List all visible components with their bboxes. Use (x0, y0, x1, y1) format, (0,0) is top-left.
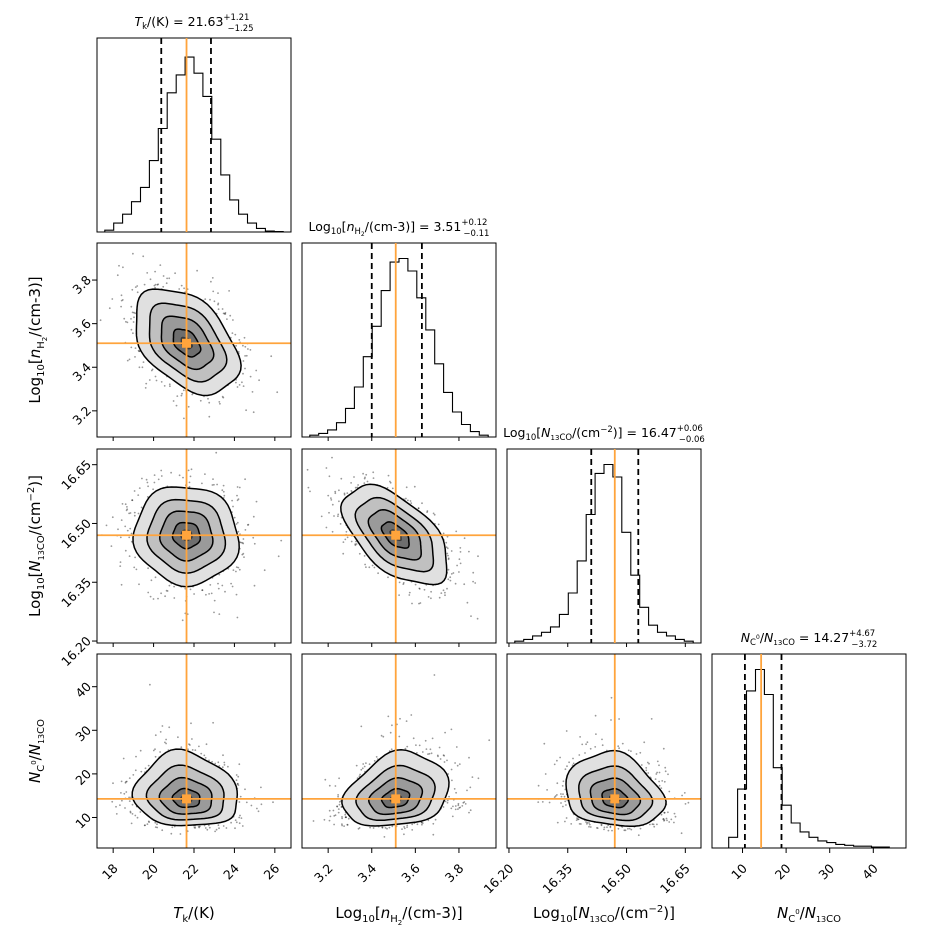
panel-title-n13co: Log10[N13CO/(cm−2)] = 16.47+0.06 −0.06 (503, 424, 705, 445)
y-tick-label: 20 (72, 766, 94, 788)
y-tick-label: 3.8 (69, 272, 94, 297)
histogram-tk (104, 56, 284, 233)
hist-panel-n13co (506, 448, 702, 644)
x-tick-label: 16.65 (657, 861, 693, 897)
hist-panel-nh2 (301, 242, 497, 438)
truth-marker (610, 794, 620, 804)
truth-marker (182, 338, 192, 348)
scatter-panel-ratio-vs-tk (96, 653, 292, 849)
y-tick-label: 16.50 (58, 516, 94, 552)
axis-titles: Tk/(K) Log10[nH2/(cm-3)] Log10[N13CO/(cm−2… (26, 276, 841, 927)
x-tick-label: 20 (772, 861, 794, 883)
panel-frame (96, 37, 292, 233)
panel-frame (301, 448, 497, 644)
x-tick-label: 3.8 (442, 861, 467, 886)
y-axis-ratio: 10 20 30 40 (72, 679, 97, 832)
x-tick-label: 3.6 (398, 861, 423, 886)
y-axis-nh2: 3.2 3.4 3.6 3.8 (69, 272, 97, 428)
x-axis-ratio: 10 20 30 40 (728, 848, 881, 882)
panel-titles: Tk/(K) = 21.63+1.21 −1.25 Log10[nH2/(cm-3)… (134, 13, 877, 650)
truth-marker (391, 794, 401, 804)
scatter-panel-n13co-vs-tk (96, 448, 292, 644)
x-tick-label: 30 (815, 861, 837, 883)
y-axis-title-ratio: NC0/N13CO (26, 719, 47, 783)
histogram-nh2 (309, 257, 489, 437)
panel-title-tk: Tk/(K) = 21.63+1.21 −1.25 (134, 13, 253, 34)
x-tick-label: 3.4 (355, 861, 380, 886)
y-tick-label: 16.20 (58, 633, 94, 669)
panel-title-ratio: NC0/N13CO = 14.27+4.67 −3.72 (741, 629, 878, 650)
y-tick-label: 3.2 (69, 403, 94, 428)
truth-marker (182, 794, 192, 804)
panel-frame (506, 653, 702, 849)
scatter-panel-ratio-vs-nh2 (301, 653, 497, 849)
x-axis-title-n13co: Log10[N13CO/(cm−2)] (533, 904, 675, 925)
scatter-panel-nh2-vs-tk (96, 242, 292, 438)
x-tick-label: 22 (180, 861, 202, 883)
y-tick-label: 3.6 (69, 316, 94, 341)
x-axis-n13co: 16.20 16.35 16.50 16.65 (481, 848, 693, 897)
x-tick-label: 16.35 (539, 861, 575, 897)
panel-frame (711, 653, 907, 849)
y-axis-title-n13co: Log10[N13CO/(cm−2)] (26, 475, 47, 617)
x-tick-label: 24 (220, 861, 242, 883)
x-tick-label: 3.2 (311, 861, 336, 886)
x-tick-label: 16.20 (481, 861, 517, 897)
panel-frame (301, 653, 497, 849)
y-tick-label: 16.65 (58, 457, 94, 493)
panel-frame (506, 448, 702, 644)
y-tick-label: 30 (72, 722, 94, 744)
x-tick-label: 40 (859, 861, 881, 883)
y-tick-label: 40 (72, 679, 94, 701)
truth-marker (182, 530, 192, 540)
x-axis-title-tk: Tk/(K) (173, 904, 215, 925)
scatter-panel-n13co-vs-nh2 (301, 448, 497, 644)
x-tick-label: 26 (261, 861, 283, 883)
x-tick-label: 20 (139, 861, 161, 883)
histogram-ratio (719, 668, 899, 849)
histogram-n13co (514, 463, 694, 643)
panels: 18 20 22 24 26 3.2 3.4 3.6 3.8 16.20 16.35 16.50 16.… (58, 37, 907, 897)
hist-panel-ratio (711, 653, 907, 849)
x-tick-label: 10 (728, 861, 750, 883)
y-tick-label: 10 (72, 810, 94, 832)
hist-panel-tk (96, 37, 292, 233)
panel-frame (301, 242, 497, 438)
y-tick-label: 16.35 (58, 574, 94, 610)
x-axis-title-ratio: NC0/N13CO (777, 904, 841, 925)
x-axis-title-nh2: Log10[nH2/(cm-3)] (335, 904, 462, 927)
scatter-panel-ratio-vs-n13co (506, 653, 702, 849)
x-tick-label: 16.50 (598, 861, 634, 897)
y-tick-label: 3.4 (69, 359, 94, 384)
x-tick-label: 18 (99, 861, 121, 883)
panel-title-nh2: Log10[nH2/(cm-3)] = 3.51+0.12 −0.11 (309, 218, 490, 239)
y-axis-n13co: 16.20 16.35 16.50 16.65 (58, 457, 97, 669)
truth-marker (391, 530, 401, 540)
x-axis-tk: 18 20 22 24 26 (99, 848, 283, 883)
x-axis-nh2: 3.2 3.4 3.6 3.8 (311, 848, 467, 886)
y-axis-title-nh2: Log10[nH2/(cm-3)] (26, 276, 49, 403)
